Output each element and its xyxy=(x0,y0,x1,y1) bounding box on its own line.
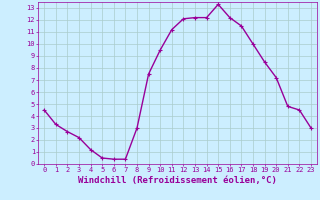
X-axis label: Windchill (Refroidissement éolien,°C): Windchill (Refroidissement éolien,°C) xyxy=(78,176,277,185)
